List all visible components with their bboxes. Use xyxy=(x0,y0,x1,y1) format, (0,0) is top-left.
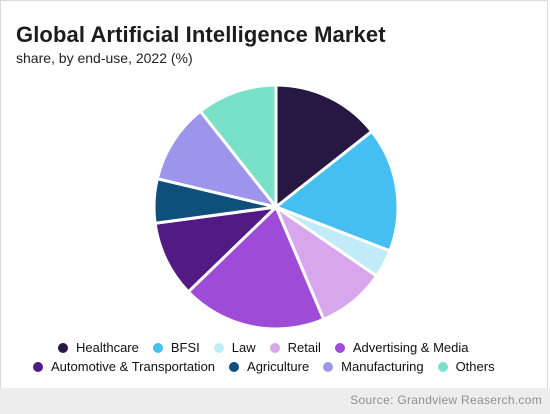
legend-label-advertising-media: Advertising & Media xyxy=(352,340,469,355)
legend-swatch-bfsi xyxy=(152,342,163,353)
legend-label-healthcare: Healthcare xyxy=(76,340,139,355)
pie-slice-healthcare xyxy=(274,83,374,209)
legend-item-bfsi: BFSI xyxy=(152,340,200,355)
legend-item-others: Others xyxy=(437,359,495,374)
legend-swatch-law xyxy=(213,342,224,353)
legend-item-agriculture: Agriculture xyxy=(229,359,309,374)
legend-label-agriculture: Agriculture xyxy=(247,359,310,374)
pie-chart xyxy=(152,83,400,331)
legend-label-others: Others xyxy=(455,359,495,374)
legend-item-manufacturing: Manufacturing xyxy=(323,359,424,374)
legend-swatch-automotive-transportation xyxy=(33,361,43,372)
legend-item-law: Law xyxy=(213,340,256,355)
pie-slice-others xyxy=(198,83,278,209)
legend-swatch-manufacturing xyxy=(323,361,334,372)
legend-swatch-agriculture xyxy=(229,361,240,372)
legend-label-automotive-transportation: Automotive & Transportation xyxy=(51,359,216,374)
legend-row-1: Healthcare BFSI Law Retail Advertising & Med… xyxy=(58,340,483,355)
legend-label-retail: Retail xyxy=(287,340,321,355)
legend-swatch-advertising-media xyxy=(334,342,345,353)
legend-label-law: Law xyxy=(231,340,256,355)
pie-slice-manufacturing xyxy=(155,109,278,209)
pie-slice-advertising-media xyxy=(186,205,326,331)
legend-item-healthcare: Healthcare xyxy=(58,340,139,355)
legend-swatch-healthcare xyxy=(58,342,68,353)
legend-swatch-others xyxy=(437,361,448,372)
source-text: Source: Grandview Reaserch.com xyxy=(350,393,542,407)
chart-subtitle: share, by end-use, 2022 (%) xyxy=(16,50,193,66)
legend-item-retail: Retail xyxy=(269,340,321,355)
legend-label-manufacturing: Manufacturing xyxy=(341,359,424,374)
footer-bar xyxy=(0,388,550,414)
pie-slice-bfsi xyxy=(274,129,400,253)
legend-item-advertising-media: Advertising & Media xyxy=(334,340,469,355)
legend-swatch-retail xyxy=(269,342,280,353)
chart-title: Global Artificial Intelligence Market xyxy=(16,22,386,47)
legend-label-bfsi: BFSI xyxy=(170,340,200,355)
legend-row-2: Automotive & Transportation Agriculture Ma… xyxy=(33,359,509,374)
legend-item-automotive-transportation: Automotive & Transportation xyxy=(33,359,215,374)
